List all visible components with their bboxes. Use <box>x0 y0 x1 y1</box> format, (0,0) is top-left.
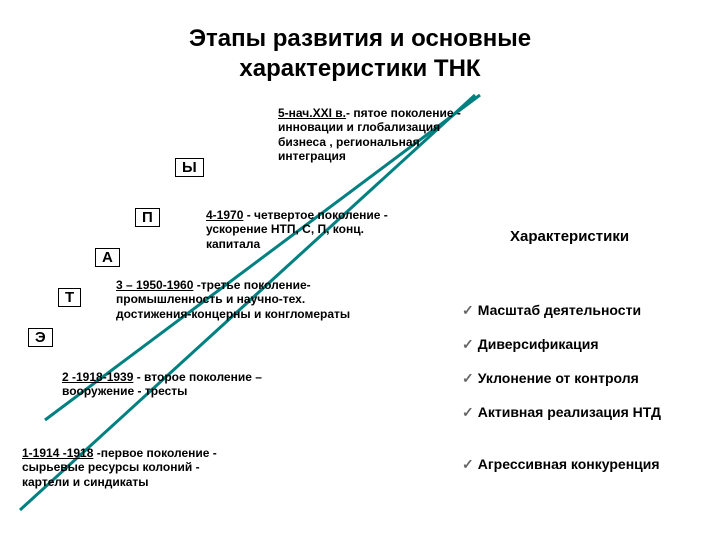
stage-letter-p: П <box>135 208 160 227</box>
stage-5-desc: 5-нач.XXI в.- пятое поколение - инноваци… <box>278 106 468 164</box>
title-line-1: Этапы развития и основные <box>189 25 531 52</box>
stage-letter-t: Т <box>58 288 81 307</box>
stage-1-desc: 1-1914 -1918 -первое поколение - сырьевы… <box>22 446 232 489</box>
characteristics-heading: Характеристики <box>510 228 629 245</box>
stage-3-desc: 3 – 1950-1960 -третье поколение- промышл… <box>116 278 364 321</box>
title-line-2: характеристики ТНК <box>239 55 480 82</box>
stage-letter-a: А <box>95 248 120 267</box>
slide-title: Этапы развития и основные характеристики… <box>0 24 720 84</box>
stage-letter-e: Э <box>28 328 53 347</box>
check-icon: ✓ <box>462 302 474 320</box>
stage-2-desc: 2 -1918-1939 - второе поколение – вооруж… <box>62 370 282 399</box>
char-item-3: ✓Уклонение от контроля <box>462 370 712 388</box>
char-item-1: ✓Масштаб деятельности <box>462 302 712 320</box>
char-item-5: ✓Агрессивная конкуренция <box>462 456 712 474</box>
check-icon: ✓ <box>462 404 474 422</box>
char-item-4: ✓Активная реализация НТД <box>462 404 712 422</box>
char-item-2: ✓Диверсификация <box>462 336 712 354</box>
check-icon: ✓ <box>462 456 474 474</box>
check-icon: ✓ <box>462 370 474 388</box>
stage-4-desc: 4-1970 - четвертое поколение - ускорение… <box>206 208 406 251</box>
stage-letter-y: Ы <box>175 158 204 177</box>
check-icon: ✓ <box>462 336 474 354</box>
